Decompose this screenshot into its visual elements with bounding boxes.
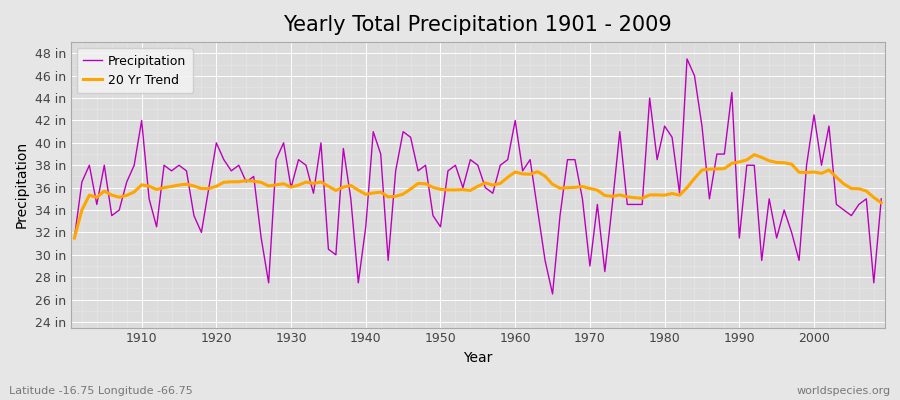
Precipitation (509, 118, 520, 123)
Precipitation (607, 202, 617, 207)
20 Yr Trend (69, 236, 80, 240)
20 Yr Trend (599, 193, 610, 198)
Precipitation (69, 236, 80, 240)
20 Yr Trend (338, 185, 349, 190)
20 Yr Trend (876, 200, 886, 205)
Precipitation (876, 196, 886, 201)
X-axis label: Year: Year (464, 351, 492, 365)
Precipitation (293, 157, 304, 162)
Line: 20 Yr Trend: 20 Yr Trend (75, 155, 881, 238)
Y-axis label: Precipitation: Precipitation (15, 141, 29, 228)
20 Yr Trend (749, 152, 760, 157)
20 Yr Trend (509, 170, 520, 174)
Precipitation (338, 146, 349, 151)
Title: Yearly Total Precipitation 1901 - 2009: Yearly Total Precipitation 1901 - 2009 (284, 15, 672, 35)
20 Yr Trend (502, 175, 513, 180)
20 Yr Trend (129, 190, 140, 194)
Text: Latitude -16.75 Longitude -66.75: Latitude -16.75 Longitude -66.75 (9, 386, 193, 396)
Precipitation (681, 56, 692, 61)
Legend: Precipitation, 20 Yr Trend: Precipitation, 20 Yr Trend (76, 48, 193, 93)
Line: Precipitation: Precipitation (75, 59, 881, 294)
20 Yr Trend (293, 183, 304, 188)
Precipitation (502, 157, 513, 162)
Precipitation (547, 292, 558, 296)
Precipitation (129, 163, 140, 168)
Text: worldspecies.org: worldspecies.org (796, 386, 891, 396)
